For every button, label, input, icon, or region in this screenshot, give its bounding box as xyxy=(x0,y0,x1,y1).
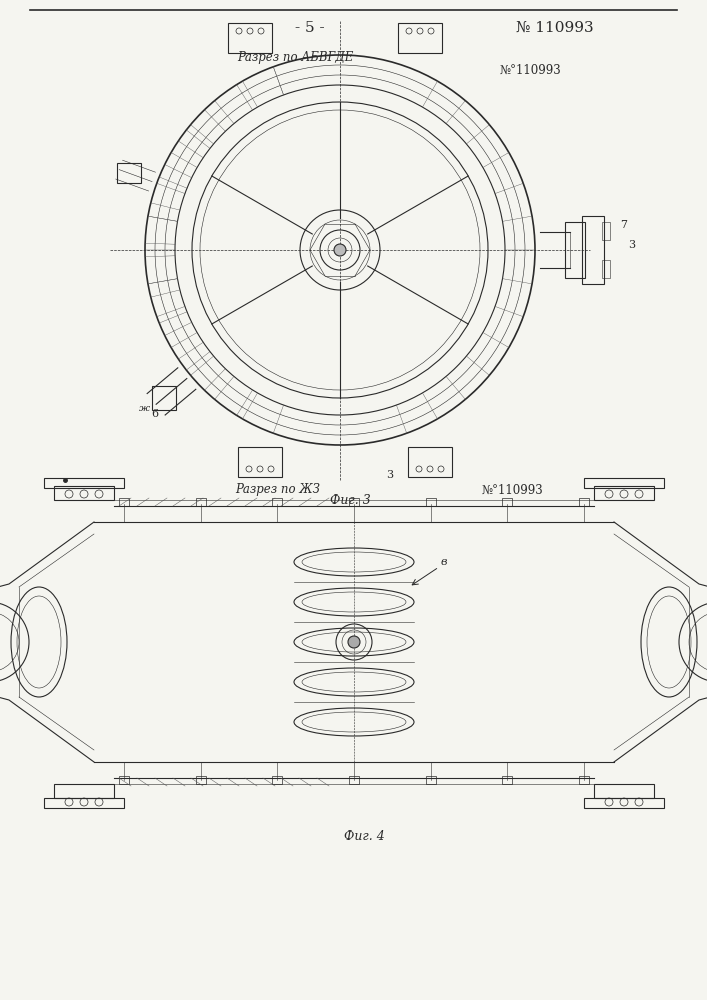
Bar xyxy=(398,23,442,53)
Text: № 110993: № 110993 xyxy=(516,21,594,35)
Bar xyxy=(54,784,114,798)
Bar xyxy=(579,776,589,784)
Text: 6: 6 xyxy=(151,409,158,419)
Bar xyxy=(584,798,664,808)
Bar xyxy=(503,776,513,784)
Text: Разрез по АБВГДЕ: Разрез по АБВГДЕ xyxy=(237,51,354,64)
Bar xyxy=(272,776,282,784)
Bar xyxy=(594,486,654,500)
Bar xyxy=(594,784,654,798)
Bar xyxy=(503,498,513,506)
Bar xyxy=(238,447,282,477)
Text: 3: 3 xyxy=(387,470,394,480)
Bar xyxy=(119,776,129,784)
Bar xyxy=(602,222,610,240)
Bar xyxy=(54,486,114,500)
Bar xyxy=(196,498,206,506)
Text: Фиг. 4: Фиг. 4 xyxy=(344,830,385,844)
Bar xyxy=(152,386,176,410)
Text: Разрез по ЖЗ: Разрез по ЖЗ xyxy=(235,484,320,496)
Bar xyxy=(565,222,585,278)
Bar xyxy=(349,776,359,784)
Bar xyxy=(117,163,141,183)
Bar xyxy=(44,798,124,808)
Bar xyxy=(272,498,282,506)
Text: 3: 3 xyxy=(628,240,635,250)
Bar xyxy=(582,216,604,284)
Text: 7: 7 xyxy=(620,220,627,230)
Bar xyxy=(196,776,206,784)
Bar xyxy=(228,23,272,53)
Text: ж: ж xyxy=(139,404,150,413)
Text: №°110993: №°110993 xyxy=(481,484,543,496)
Text: Фиг. 3: Фиг. 3 xyxy=(329,493,370,506)
Text: в: в xyxy=(440,557,448,567)
Text: - 5 -: - 5 - xyxy=(296,21,325,35)
Bar xyxy=(602,260,610,278)
Ellipse shape xyxy=(334,244,346,256)
Text: №°110993: №°110993 xyxy=(499,64,561,77)
Bar xyxy=(44,478,124,488)
Ellipse shape xyxy=(348,636,360,648)
Bar xyxy=(426,776,436,784)
Bar xyxy=(579,498,589,506)
Bar xyxy=(349,498,359,506)
Bar xyxy=(584,478,664,488)
Bar xyxy=(408,447,452,477)
Bar xyxy=(119,498,129,506)
Bar xyxy=(426,498,436,506)
